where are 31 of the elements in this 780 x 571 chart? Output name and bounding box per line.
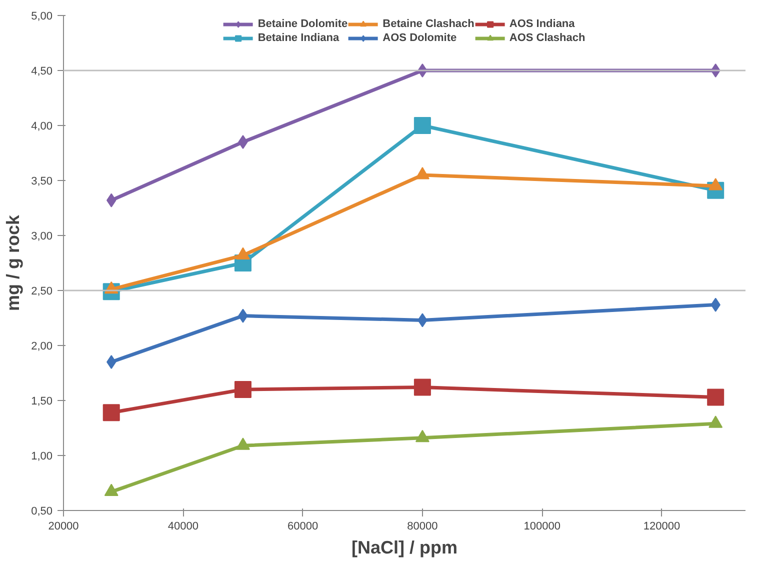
x-axis-title: [NaCl] / ppm — [352, 538, 458, 558]
x-tick-label: 80000 — [407, 520, 438, 532]
y-tick-label: 2,00 — [31, 340, 53, 352]
point — [106, 355, 116, 369]
legend-label: Betaine Clashach — [382, 17, 474, 31]
x-tick-label: 20000 — [48, 520, 79, 532]
legend-label: AOS Dolomite — [382, 31, 457, 45]
y-tick-label: 1,00 — [31, 450, 53, 462]
point — [234, 381, 252, 398]
x-tick-label: 60000 — [288, 520, 318, 532]
point — [238, 135, 248, 149]
legend-label: AOS Indiana — [509, 17, 575, 31]
y-tick-label: 0,50 — [31, 506, 53, 518]
legend-label: Betaine Dolomite — [258, 17, 348, 31]
y-axis-title: mg / g rock — [3, 214, 24, 312]
y-tick-label: 3,50 — [31, 176, 53, 188]
x-tick-label: 120000 — [643, 520, 680, 532]
point — [707, 388, 724, 406]
y-tick-label: 4,50 — [31, 66, 53, 78]
x-tick-label: 40000 — [168, 520, 198, 532]
x-tick-label: 100000 — [524, 520, 560, 532]
y-tick-label: 1,50 — [31, 396, 53, 408]
y-tick-label: 3,00 — [31, 230, 53, 242]
y-tick-label: 5,00 — [31, 10, 53, 22]
y-tick-label: 4,00 — [31, 120, 53, 132]
point — [414, 378, 431, 396]
point — [414, 117, 431, 134]
point — [102, 404, 120, 422]
legend-label: Betaine Indiana — [258, 31, 340, 45]
y-tick-label: 2,50 — [31, 286, 53, 298]
legend-label: AOS Clashach — [509, 31, 586, 45]
